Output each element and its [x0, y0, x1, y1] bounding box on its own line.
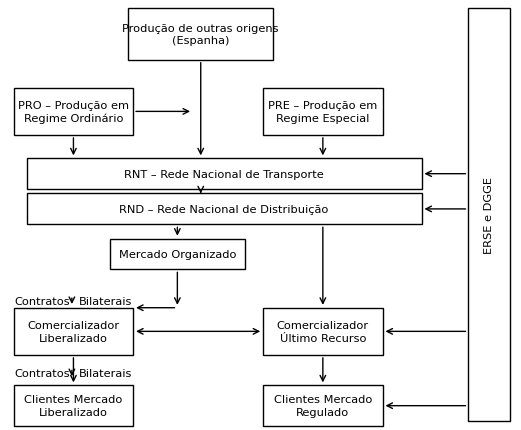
- Text: Clientes Mercado
Liberalizado: Clientes Mercado Liberalizado: [24, 395, 122, 417]
- Text: Comercializador
Liberalizado: Comercializador Liberalizado: [28, 320, 119, 343]
- FancyBboxPatch shape: [27, 159, 421, 190]
- Text: Clientes Mercado
Regulado: Clientes Mercado Regulado: [274, 395, 372, 417]
- FancyBboxPatch shape: [263, 308, 382, 355]
- FancyBboxPatch shape: [468, 9, 510, 421]
- Text: RNT – Rede Nacional de Transporte: RNT – Rede Nacional de Transporte: [124, 169, 324, 179]
- FancyBboxPatch shape: [14, 385, 133, 426]
- FancyBboxPatch shape: [14, 89, 133, 136]
- FancyBboxPatch shape: [27, 194, 421, 225]
- Text: Mercado Organizado: Mercado Organizado: [119, 249, 236, 259]
- Text: RND – Rede Nacional de Distribuição: RND – Rede Nacional de Distribuição: [119, 204, 329, 215]
- Text: PRE – Produção em
Regime Especial: PRE – Produção em Regime Especial: [268, 101, 378, 123]
- Text: PRO – Produção em
Regime Ordinário: PRO – Produção em Regime Ordinário: [18, 101, 129, 124]
- FancyBboxPatch shape: [14, 308, 133, 355]
- Text: Contratos: Contratos: [15, 369, 70, 378]
- Text: Bilaterais: Bilaterais: [79, 369, 132, 378]
- FancyBboxPatch shape: [110, 239, 245, 270]
- Text: Contratos: Contratos: [15, 297, 70, 307]
- FancyBboxPatch shape: [128, 9, 274, 61]
- Text: Bilaterais: Bilaterais: [79, 297, 132, 307]
- FancyBboxPatch shape: [263, 89, 382, 136]
- FancyBboxPatch shape: [263, 385, 382, 426]
- Text: ERSE e DGGE: ERSE e DGGE: [484, 177, 494, 253]
- Text: Produção de outras origens
(Espanha): Produção de outras origens (Espanha): [122, 24, 279, 46]
- Text: Comercializador
Último Recurso: Comercializador Último Recurso: [277, 320, 369, 343]
